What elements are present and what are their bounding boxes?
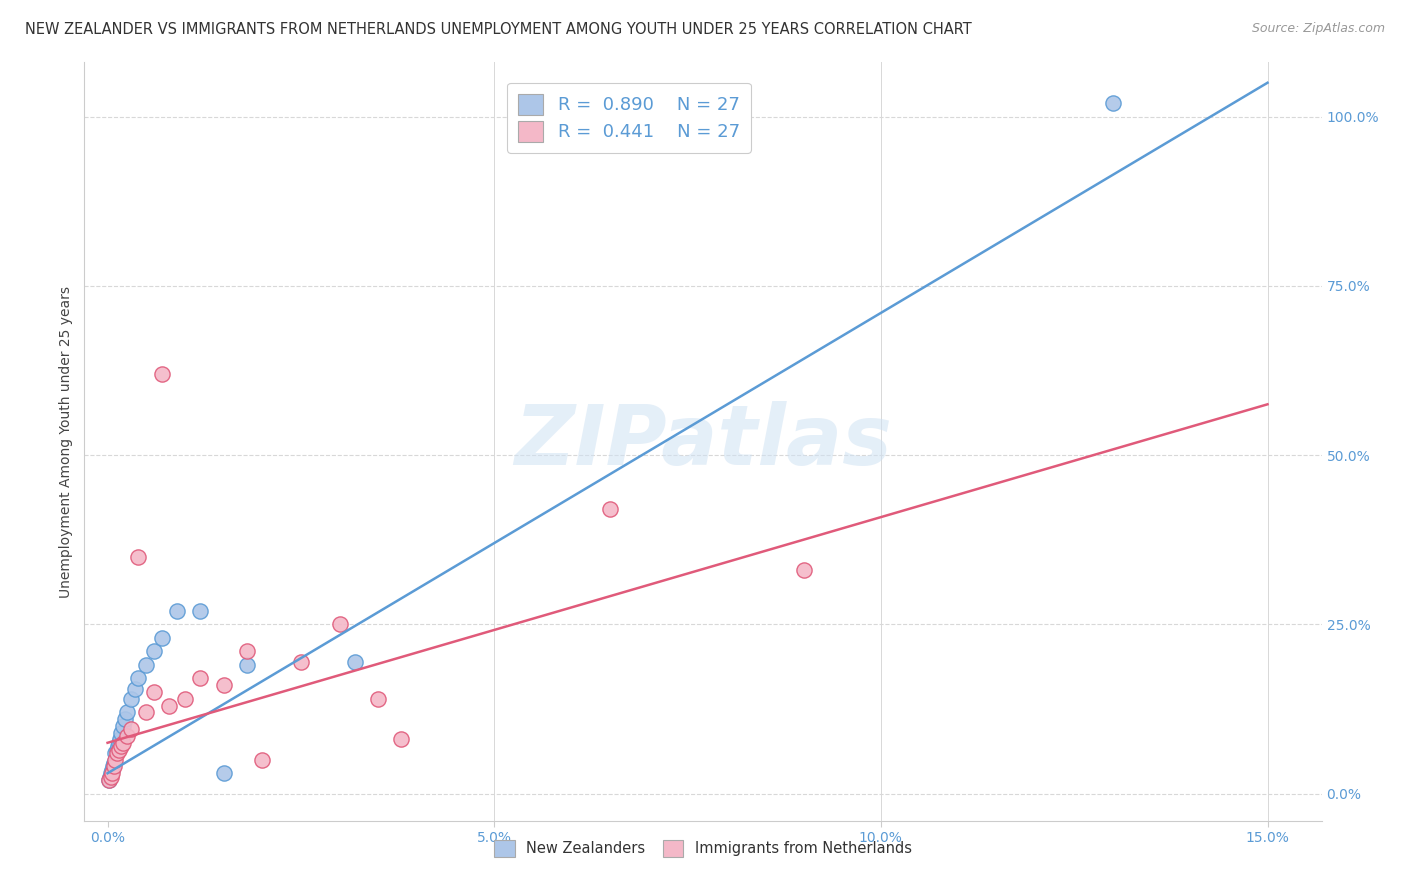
Point [98,772,121,787]
Point [150,631,173,645]
Point [115,729,138,743]
Point [120,723,142,737]
Y-axis label: Unemployment Among Youth under 25 years: Unemployment Among Youth under 25 years [59,285,73,598]
Point [174,691,197,706]
Point [100,766,122,780]
Text: NEW ZEALANDER VS IMMIGRANTS FROM NETHERLANDS UNEMPLOYMENT AMONG YOUTH UNDER 25 Y: NEW ZEALANDER VS IMMIGRANTS FROM NETHERL… [25,22,972,37]
Point [104,753,127,767]
Point [105,746,128,760]
Point [100,770,122,784]
Point [599,502,621,516]
Point [114,712,136,726]
Point [112,719,135,733]
Point [110,725,132,739]
Text: Source: ZipAtlas.com: Source: ZipAtlas.com [1251,22,1385,36]
Point [212,678,235,692]
Point [124,681,146,696]
Point [112,736,135,750]
Point [101,766,124,780]
Point [107,739,129,754]
Point [367,691,389,706]
Point [250,753,273,767]
Point [235,644,259,658]
Point [343,655,366,669]
Legend: New Zealanders, Immigrants from Netherlands: New Zealanders, Immigrants from Netherla… [488,834,918,863]
Point [108,732,131,747]
Point [290,655,312,669]
Point [104,746,127,760]
Point [159,698,180,713]
Point [101,763,124,777]
Point [793,563,815,577]
Point [120,691,142,706]
Point [143,644,166,658]
Point [1102,96,1125,111]
Text: ZIPatlas: ZIPatlas [515,401,891,482]
Point [115,706,138,720]
Point [103,756,125,770]
Point [98,772,121,787]
Point [108,742,131,756]
Point [328,617,352,632]
Point [127,672,149,686]
Point [143,685,166,699]
Point [108,736,131,750]
Point [105,742,128,756]
Point [135,657,157,672]
Point [103,759,125,773]
Point [135,706,157,720]
Point [188,672,212,686]
Point [101,759,124,773]
Point [166,604,188,618]
Point [110,739,132,754]
Point [98,770,121,784]
Point [127,549,149,564]
Point [391,732,413,747]
Point [188,604,212,618]
Point [235,657,259,672]
Point [212,766,235,780]
Point [150,367,173,381]
